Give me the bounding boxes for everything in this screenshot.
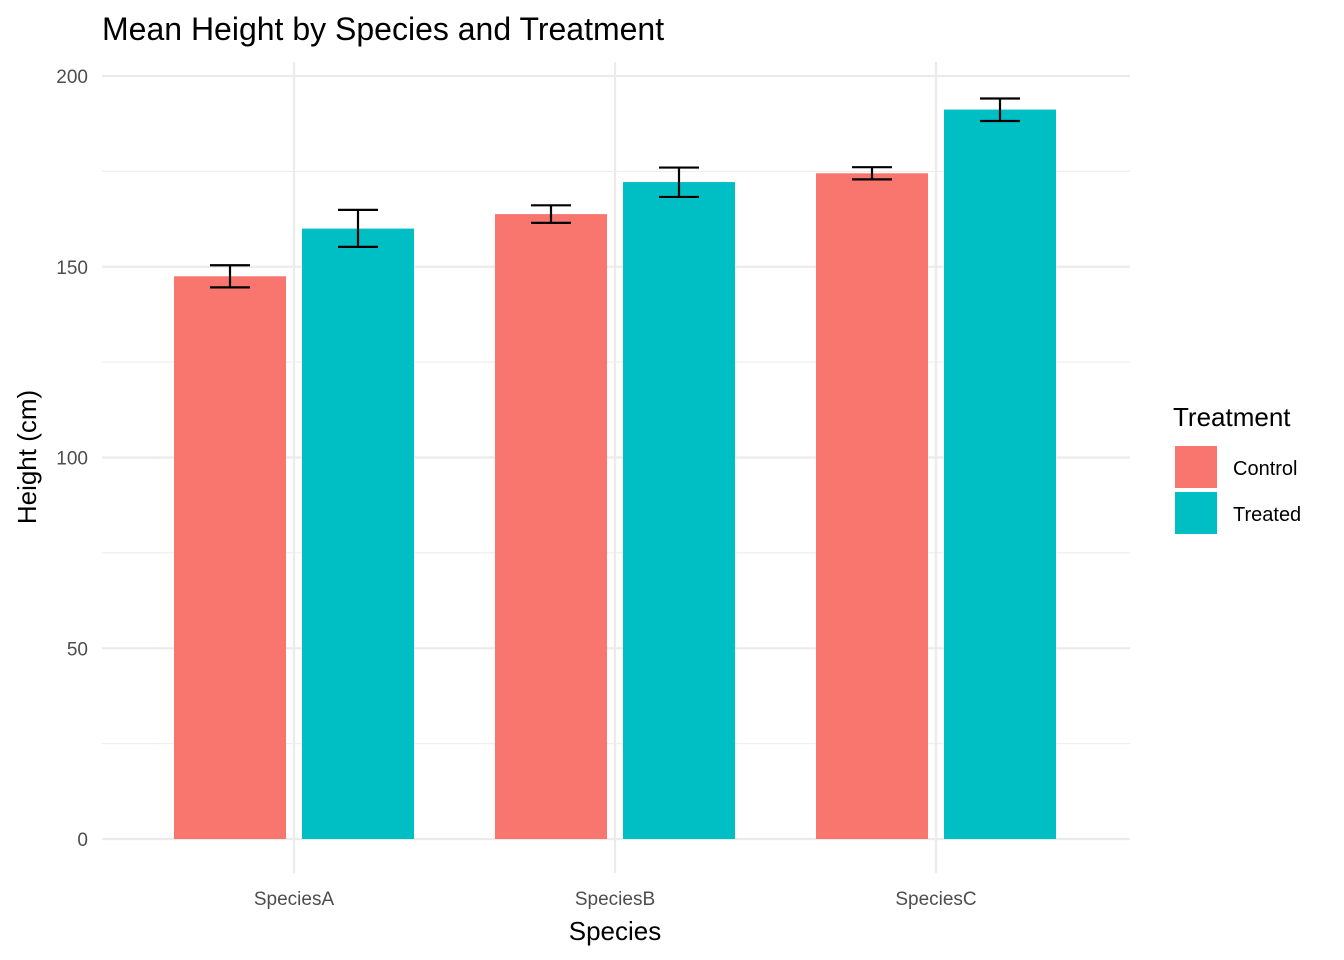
error-bar	[852, 166, 892, 181]
legend-items: Control Treated	[1175, 446, 1301, 534]
y-tick-label: 200	[56, 67, 88, 88]
legend-swatch	[1175, 492, 1217, 534]
legend-label: Control	[1233, 458, 1297, 480]
x-axis-ticks: SpeciesA SpeciesB SpeciesC	[254, 889, 977, 910]
x-tick-label: SpeciesC	[895, 889, 976, 910]
y-tick-label: 0	[77, 830, 88, 851]
error-bar	[980, 97, 1020, 123]
y-axis-ticks: 0 50 100 150 200	[56, 67, 88, 851]
x-tick-label: SpeciesB	[575, 889, 655, 910]
bar-control-speciesb	[495, 214, 607, 839]
error-bar	[338, 208, 378, 249]
x-tick-label: SpeciesA	[254, 889, 335, 910]
bar-treated-speciesb	[623, 182, 735, 839]
error-bars	[210, 97, 1020, 289]
y-tick-label: 150	[56, 258, 88, 279]
y-tick-label: 50	[67, 639, 88, 660]
legend-item-treated: Treated	[1175, 492, 1301, 534]
x-axis-title: Species	[569, 916, 662, 946]
legend-item-control: Control	[1175, 446, 1297, 488]
legend-swatch	[1175, 446, 1217, 488]
y-axis-title: Height (cm)	[12, 390, 42, 524]
error-bar	[659, 166, 699, 199]
legend: Treatment Control Treated	[1173, 402, 1301, 534]
bar-treated-speciesc	[944, 109, 1056, 839]
bars	[174, 109, 1056, 840]
error-bar	[531, 204, 571, 224]
y-tick-label: 100	[56, 449, 88, 470]
error-bar	[210, 264, 250, 289]
legend-title: Treatment	[1173, 402, 1291, 432]
chart-title: Mean Height by Species and Treatment	[102, 11, 664, 47]
bar-control-speciesc	[816, 173, 928, 840]
bar-treated-speciesa	[302, 228, 414, 840]
legend-label: Treated	[1233, 504, 1301, 526]
bar-control-speciesa	[174, 276, 286, 840]
